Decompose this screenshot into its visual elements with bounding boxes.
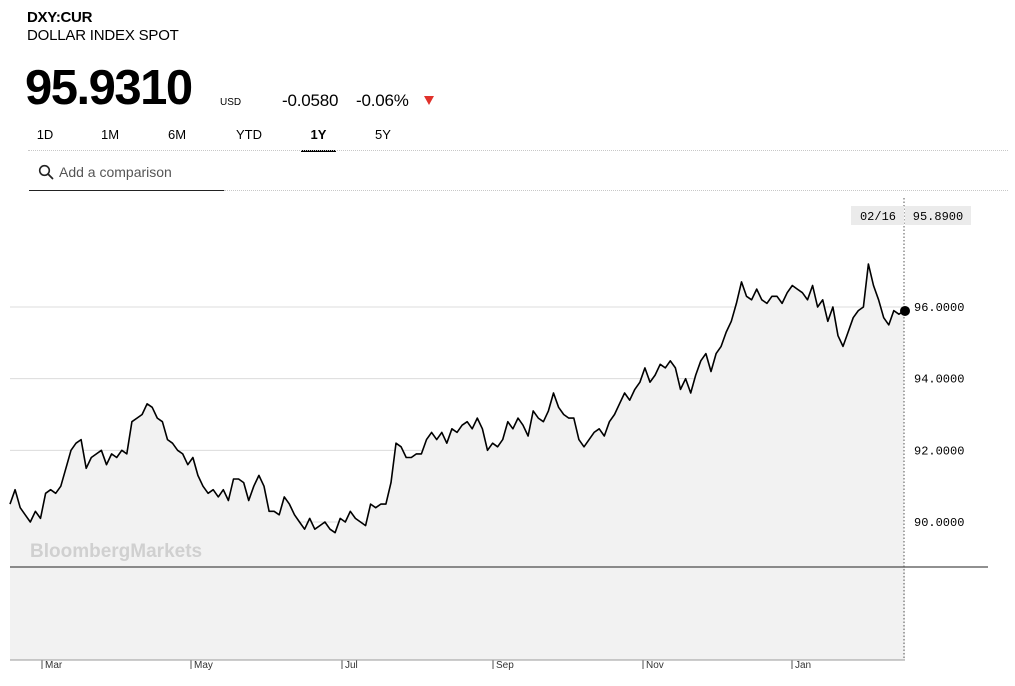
x-tick-label: Jul [345,660,358,671]
tab-1y[interactable]: 1Y [301,124,336,152]
last-price: 95.9310 [25,61,193,115]
x-tick-label: Nov [646,660,664,671]
crosshair-date: 02/16 [860,210,896,224]
y-tick-label: 90.0000 [914,516,964,530]
crosshair-date-box [851,206,904,225]
y-tick-label: 94.0000 [914,373,964,387]
y-tick-label: 92.0000 [914,444,964,458]
x-tick-label: Mar [45,660,63,671]
x-tick-label: May [194,660,213,671]
y-tick-label: 96.0000 [914,301,964,315]
comparison-search[interactable] [29,158,224,191]
security-name: DOLLAR INDEX SPOT [27,27,179,44]
price-chart[interactable]: BloombergMarkets 90.0000 92.0000 94.0000 96… [0,195,1015,686]
price-line [9,263,905,534]
y-axis: 90.0000 92.0000 94.0000 96.0000 [914,301,964,530]
tab-1d[interactable]: 1D [36,127,54,142]
current-price-marker [900,305,910,316]
crosshair-value-box [905,206,971,225]
tab-ytd[interactable]: YTD [236,127,262,142]
price-change-percent: -0.06% [356,91,409,110]
compare-divider [224,190,1008,191]
volume-panel [10,567,905,660]
x-axis: Mar May Jul Sep Nov Jan [10,659,905,671]
price-change: -0.0580 [282,91,339,110]
tab-6m[interactable]: 6M [167,127,187,142]
tab-1m[interactable]: 1M [100,127,120,142]
tab-5y[interactable]: 5Y [375,127,391,142]
x-tick-label: Sep [496,660,514,671]
comparison-input[interactable] [59,160,219,184]
watermark: BloombergMarkets [30,541,202,562]
search-icon [38,164,54,180]
down-arrow-icon [424,96,434,105]
price-currency: USD [220,97,242,108]
x-tick-label: Jan [795,660,811,671]
price-area [10,264,904,567]
tabs-divider [28,150,1008,151]
crosshair-value: 95.8900 [913,210,963,224]
ticker-symbol: DXY:CUR [27,9,93,26]
